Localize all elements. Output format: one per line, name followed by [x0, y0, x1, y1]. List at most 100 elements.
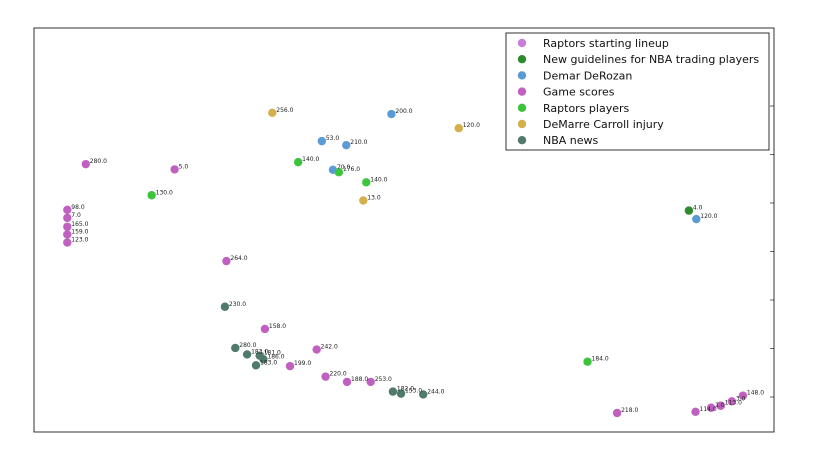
data-label: 199.0 [294, 360, 311, 367]
data-point [147, 191, 156, 200]
legend-marker [517, 55, 527, 64]
data-point [63, 222, 72, 231]
data-label: 4.0 [693, 205, 703, 212]
data-label: 148.0 [747, 390, 764, 397]
data-label: 230.0 [229, 301, 246, 308]
legend-label: Demar DeRozan [543, 69, 632, 82]
data-label: 158.0 [269, 323, 286, 330]
data-point [321, 372, 330, 381]
data-label: 113.0 [725, 400, 742, 407]
data-point [359, 196, 368, 205]
legend-box [505, 32, 770, 151]
legend: Raptors starting lineup New guidelines fo… [505, 32, 770, 151]
legend-marker [517, 38, 527, 48]
legend-label: Game scores [543, 86, 615, 99]
data-label: 120.0 [700, 213, 717, 220]
data-point [312, 345, 321, 354]
legend-marker [517, 87, 527, 96]
data-label: 13.0 [367, 195, 381, 202]
data-label: 159.0 [71, 228, 88, 235]
data-point [684, 206, 694, 215]
data-label: 53.0 [326, 135, 340, 142]
data-point [396, 389, 406, 398]
data-point [334, 168, 344, 177]
data-point [727, 397, 737, 406]
data-point [63, 205, 72, 214]
data-label: 184.0 [592, 356, 609, 363]
data-label: 140.0 [370, 176, 387, 183]
data-point [260, 324, 270, 334]
axis-ticks [770, 105, 774, 398]
data-label: 130.0 [156, 189, 173, 196]
data-label: 218.0 [621, 407, 638, 414]
data-point [716, 401, 725, 410]
data-point [362, 178, 371, 187]
data-point [366, 377, 375, 387]
data-label: 153.0 [405, 388, 422, 395]
data-point [63, 230, 72, 239]
data-label: 140.0 [302, 156, 319, 163]
legend-label: DeMarre Carroll injury [543, 118, 664, 131]
data-point [220, 302, 230, 311]
data-label: 186.0 [267, 353, 284, 360]
data-point [285, 361, 295, 371]
data-point [583, 357, 592, 366]
data-point [63, 213, 72, 223]
data-label: 98.0 [71, 204, 85, 211]
data-point [387, 109, 396, 119]
data-point [454, 123, 463, 133]
legend-marker [517, 71, 527, 80]
legend-marker [517, 119, 527, 129]
data-point [222, 256, 231, 266]
data-label: 188.0 [351, 376, 368, 383]
data-point [706, 403, 716, 412]
data-label: 182.0 [397, 386, 414, 393]
data-point [738, 391, 748, 400]
data-label: 244.0 [427, 388, 444, 395]
data-label: 1.0 [715, 402, 725, 409]
data-label: 3.0 [736, 395, 746, 402]
data-label: 123.0 [71, 237, 88, 244]
data-label: 70.0 [337, 164, 351, 171]
data-point [63, 238, 72, 247]
data-label: 210.0 [350, 139, 367, 146]
data-label: 165.0 [71, 221, 88, 228]
data-label: 220.0 [330, 371, 347, 378]
data-label: 181.0 [264, 350, 281, 357]
data-label: 253.0 [375, 376, 392, 383]
data-point [231, 343, 240, 353]
data-label: 183.0 [251, 348, 268, 355]
data-point [419, 390, 428, 399]
legend-label: NBA news [543, 134, 599, 147]
data-label: 256.0 [276, 107, 293, 114]
legend-label: Raptors starting lineup [543, 37, 669, 50]
data-label: 264.0 [230, 255, 247, 262]
data-label: 280.0 [90, 158, 107, 165]
data-label: 114.0 [700, 406, 717, 413]
data-point [388, 387, 398, 396]
point-labels: 4.0 200.0 53.0 210.0 70.0 120.0 280.0 5.0 98.07.… [71, 107, 764, 414]
data-point [342, 377, 352, 387]
data-point [342, 140, 351, 150]
data-label: 120.0 [463, 122, 480, 129]
data-label: 5.0 [179, 163, 189, 170]
legend-label: New guidelines for NBA trading players [543, 53, 759, 66]
legend-marker [517, 103, 527, 113]
data-point [293, 157, 303, 167]
data-point [170, 165, 179, 174]
data-label: 200.0 [395, 108, 412, 115]
data-point [251, 361, 261, 370]
data-point [612, 408, 622, 418]
data-label: 7.0 [71, 212, 81, 219]
data-label: 176.0 [343, 166, 360, 173]
data-point [268, 108, 277, 118]
data-label: 183.0 [260, 359, 277, 366]
data-point [691, 407, 700, 416]
legend-label: Raptors players [543, 102, 629, 115]
data-point [259, 355, 268, 364]
data-point [317, 136, 327, 146]
data-label: 280.0 [239, 342, 256, 349]
data-point [692, 214, 701, 224]
data-point [242, 350, 252, 359]
